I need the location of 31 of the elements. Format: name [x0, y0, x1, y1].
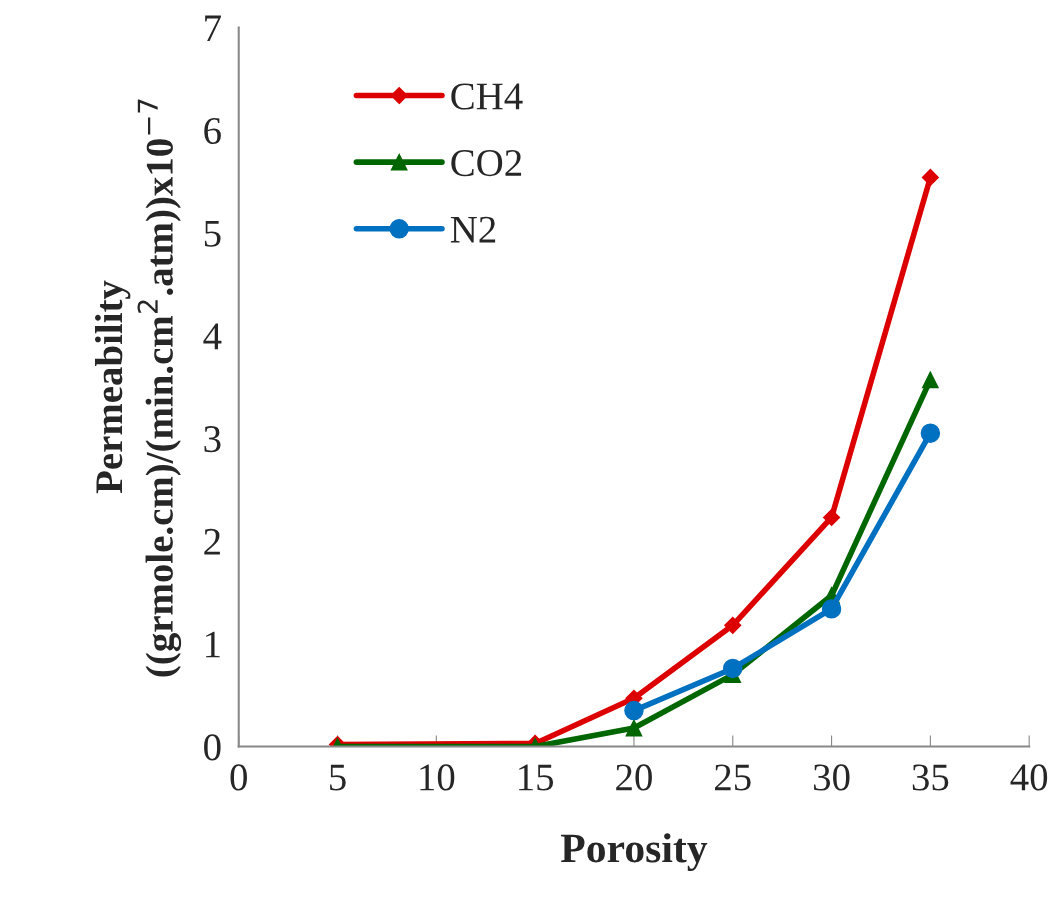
point — [823, 508, 841, 527]
point — [625, 719, 643, 737]
x-tick-label: 30 — [813, 764, 850, 791]
x-axis-title: Porosity — [560, 833, 708, 872]
point — [821, 599, 842, 619]
x-tick-label: 25 — [715, 764, 751, 791]
x-tick-label: 5 — [330, 764, 346, 791]
y-tick-label: 3 — [204, 426, 221, 453]
x-tick-label: 15 — [519, 764, 554, 791]
point — [723, 658, 743, 679]
point — [724, 616, 742, 634]
y-tick-label: 2 — [204, 528, 220, 555]
point — [921, 168, 939, 187]
legend-label: CH4 — [451, 83, 523, 110]
x-tick-label: 0 — [230, 764, 247, 791]
legend-label: CO2 — [451, 150, 522, 177]
y-tick-label: 4 — [203, 323, 222, 350]
y-tick-label: 6 — [204, 117, 221, 145]
point — [920, 423, 941, 443]
y-axis-title: Permeability ((grmole.cm)/(min.cm$^{2}$.atm))x10$^{−7}$ — [94, 99, 182, 677]
legend-label: N2 — [450, 216, 496, 243]
x-tick-label: 10 — [420, 764, 455, 791]
y-tick-label: 7 — [205, 15, 221, 41]
point — [624, 700, 644, 721]
y-tick-label: 5 — [204, 220, 221, 247]
y-tick-label: 1 — [206, 631, 220, 658]
x-tick-label: 35 — [912, 764, 949, 791]
x-tick-label: 20 — [616, 764, 652, 791]
y-tick-label: 0 — [204, 734, 221, 761]
x-tick-label: 40 — [1010, 764, 1048, 791]
point — [922, 371, 939, 389]
